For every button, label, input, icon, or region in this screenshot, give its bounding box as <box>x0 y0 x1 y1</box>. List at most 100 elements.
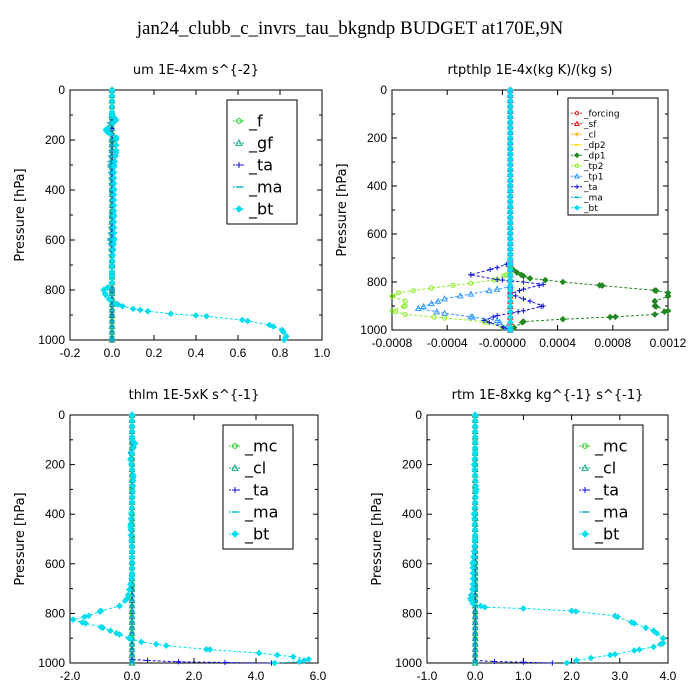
y-tick-label: 0 <box>58 83 65 97</box>
data-point <box>664 293 672 300</box>
data-point <box>520 296 527 302</box>
series-line <box>131 415 272 664</box>
legend-marker <box>574 204 580 211</box>
data-point <box>491 658 498 665</box>
data-point <box>486 319 492 325</box>
data-point <box>144 657 151 664</box>
data-point <box>128 572 136 580</box>
data-point <box>128 466 136 473</box>
data-point <box>128 498 136 506</box>
data-point <box>167 310 175 318</box>
data-point <box>520 308 527 314</box>
data-point <box>467 290 475 297</box>
data-point <box>410 288 416 294</box>
data-point <box>128 411 136 419</box>
data-point <box>402 303 408 309</box>
x-tick-label: 6.0 <box>310 669 327 683</box>
x-tick-label: -0.0008 <box>372 336 413 350</box>
data-point <box>515 309 521 315</box>
data-point <box>130 443 137 451</box>
legend-marker <box>581 463 589 471</box>
x-tick-label: 0.4 <box>188 346 205 360</box>
x-tick-label: 1.0 <box>314 346 331 360</box>
data-point <box>506 86 514 94</box>
legend-entry: _bt <box>248 200 273 220</box>
data-point <box>102 291 110 299</box>
data-point <box>110 161 118 169</box>
legend-entry: _f <box>248 112 263 132</box>
legend-marker <box>231 530 239 538</box>
panel-title: rtm 1E-8xkg kg^{-1} s^{-1} <box>452 388 644 403</box>
y-tick-label: 0 <box>415 408 422 422</box>
data-point <box>97 607 105 615</box>
series-bt <box>506 86 514 334</box>
legend-entry: _cl <box>244 459 266 479</box>
data-point <box>428 285 435 291</box>
data-point <box>255 649 263 657</box>
series-bt <box>100 86 290 344</box>
legend-box <box>567 97 659 216</box>
y-axis-label: Pressure [hPa] <box>370 492 385 585</box>
data-point <box>636 646 643 653</box>
data-point <box>470 553 477 561</box>
data-point <box>109 119 117 127</box>
x-tick-label: 0.6 <box>230 346 247 360</box>
data-point <box>271 659 278 667</box>
data-point <box>650 627 657 635</box>
y-axis-label: Pressure [hPa] <box>13 168 28 261</box>
legend-entry: _dp2 <box>583 141 606 151</box>
data-point <box>112 149 120 156</box>
data-point <box>110 186 118 194</box>
data-point <box>493 285 501 292</box>
data-point <box>471 542 478 550</box>
data-point <box>130 473 137 481</box>
x-tick-label: -2.0 <box>60 669 81 683</box>
data-point <box>278 326 286 334</box>
data-point <box>481 603 489 611</box>
y-tick-label: 600 <box>45 557 65 571</box>
y-tick-label: 600 <box>367 227 387 241</box>
y-tick-label: 0 <box>380 83 387 97</box>
y-axis-label: Pressure [hPa] <box>13 492 28 585</box>
data-point <box>433 308 441 315</box>
data-point <box>222 659 228 666</box>
y-tick-label: 400 <box>45 183 65 197</box>
data-point <box>389 293 395 299</box>
series-line <box>474 415 553 664</box>
legend-entry: _ta <box>594 481 619 501</box>
data-point <box>192 312 200 319</box>
data-point <box>127 456 134 463</box>
data-point <box>587 654 595 662</box>
x-tick-label: 0.0 <box>104 346 121 360</box>
data-point <box>469 585 477 592</box>
x-tick-label: -0.2 <box>60 346 81 360</box>
data-point <box>559 278 567 286</box>
data-point <box>630 647 638 654</box>
y-tick-label: 200 <box>402 458 422 472</box>
data-point <box>82 620 89 627</box>
data-point <box>128 449 136 457</box>
y-tick-label: 1000 <box>38 656 65 670</box>
data-point <box>470 510 478 518</box>
data-point <box>427 299 435 307</box>
data-point <box>152 640 160 648</box>
data-point <box>456 292 464 299</box>
data-point <box>630 620 638 627</box>
legend-entry: _cl <box>583 130 596 140</box>
data-point <box>238 316 246 324</box>
data-point <box>512 293 519 299</box>
data-point <box>520 318 527 325</box>
data-point <box>127 523 134 530</box>
data-point <box>108 261 116 269</box>
x-tick-label: 2.0 <box>186 669 203 683</box>
legend-marker <box>232 487 238 493</box>
series-line <box>416 90 511 331</box>
data-point <box>494 313 500 319</box>
legend-entry: _ta <box>583 183 598 193</box>
series-tp2 <box>389 87 513 333</box>
series-ta <box>472 412 555 666</box>
y-tick-label: 400 <box>367 179 387 193</box>
data-point <box>175 659 182 665</box>
legend-marker <box>573 173 581 179</box>
